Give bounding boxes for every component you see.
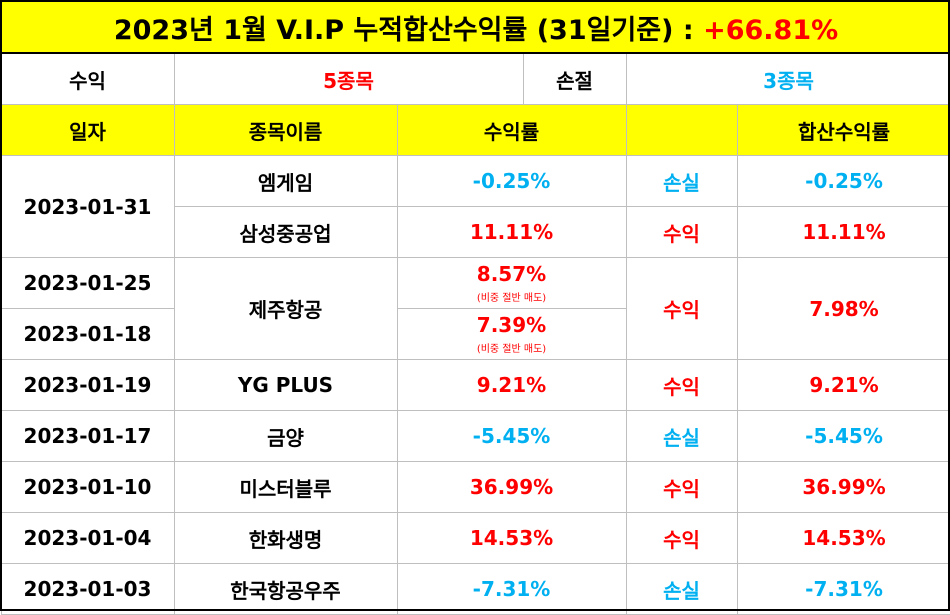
table-row: 2023-01-10 미스터블루 36.99% 수익 36.99% (0, 461, 950, 513)
table-row: 2023-01-25 제주항공 8.57% (비중 절반 매도) 수익 7.98… (0, 257, 950, 360)
combined-cell: 9.21% (736, 359, 950, 411)
return-cell: 9.21% (396, 359, 627, 411)
profit-count: 5종목 (173, 52, 524, 105)
combined-cell: -7.31% (736, 563, 950, 615)
return-cell: -5.45% (396, 410, 627, 462)
return-cell: 7.39% (비중 절반 매도) (396, 308, 627, 360)
result-cell: 수익 (625, 461, 738, 513)
stock-name-cell: 한국항공우주 (173, 563, 398, 615)
return-cell: -7.31% (396, 563, 627, 615)
return-note: (비중 절반 매도) (476, 344, 547, 355)
return-cell: 36.99% (396, 461, 627, 513)
profit-label: 수익 (0, 52, 175, 105)
date-cell: 2023-01-03 (0, 563, 175, 615)
table-row: 2023-01-31 엠게임 -0.25% 손실 -0.25% (0, 155, 950, 258)
return-value: 7.39% (476, 313, 547, 337)
header-combined: 합산수익률 (736, 104, 950, 156)
stock-name-cell: 엠게임 (173, 155, 398, 207)
table-row: 2023-01-19 YG PLUS 9.21% 수익 9.21% (0, 359, 950, 411)
stock-name-cell: YG PLUS (173, 359, 398, 411)
return-value: 8.57% (476, 262, 547, 286)
table-row: 2023-01-18 7.39% (비중 절반 매도) (0, 308, 950, 360)
header-return: 수익률 (396, 104, 627, 156)
return-cell: 8.57% (비중 절반 매도) (396, 257, 627, 309)
combined-cell: 14.53% (736, 512, 950, 564)
table-row: 삼성중공업 11.11% 수익 11.11% (1, 206, 950, 258)
result-cell: 수익 (625, 512, 738, 564)
header-result (625, 104, 738, 156)
stock-name-cell: 미스터블루 (173, 461, 398, 513)
return-note: (비중 절반 매도) (476, 293, 547, 304)
total-return: +66.81% (703, 14, 839, 46)
date-cell: 2023-01-19 (0, 359, 175, 411)
table-row: 2023-01-04 한화생명 14.53% 수익 14.53% (0, 512, 950, 564)
header-date: 일자 (0, 104, 175, 156)
stock-name-cell: 한화생명 (173, 512, 398, 564)
date-cell: 2023-01-18 (0, 308, 175, 360)
page-title: 2023년 1월 V.I.P 누적합산수익률 (31일기준) : +66.81% (0, 0, 950, 54)
date-cell: 2023-01-17 (0, 410, 175, 462)
date-cell: 2023-01-31 (0, 155, 175, 258)
title-text: 2023년 1월 V.I.P 누적합산수익률 (31일기준) : (113, 14, 704, 46)
result-cell: 손실 (625, 563, 738, 615)
result-cell: 손실 (625, 410, 738, 462)
loss-label: 손절 (522, 52, 627, 105)
result-cell: 수익 (625, 257, 738, 360)
stock-name-cell: 제주항공 (173, 257, 398, 360)
combined-cell: 11.11% (736, 206, 950, 258)
header-name: 종목이름 (173, 104, 398, 156)
combined-cell: -5.45% (736, 410, 950, 462)
result-cell: 수익 (625, 206, 738, 258)
return-cell: 11.11% (396, 206, 627, 258)
table-row: 2023-01-17 금양 -5.45% 손실 -5.45% (0, 410, 950, 462)
combined-cell: 36.99% (736, 461, 950, 513)
loss-count: 3종목 (625, 52, 950, 105)
date-cell: 2023-01-10 (0, 461, 175, 513)
stock-name-cell: 삼성중공업 (173, 206, 398, 258)
table-row: 2023-01-03 한국항공우주 -7.31% 손실 -7.31% (0, 563, 950, 615)
summary-row: 수익 5종목 손절 3종목 (0, 52, 950, 105)
combined-cell: -0.25% (736, 155, 950, 207)
result-cell: 수익 (625, 359, 738, 411)
stock-name-cell: 금양 (173, 410, 398, 462)
date-cell: 2023-01-04 (0, 512, 175, 564)
header-row: 일자 종목이름 수익률 합산수익률 (0, 104, 950, 156)
combined-cell: 7.98% (736, 257, 950, 360)
result-cell: 손실 (625, 155, 738, 207)
return-cell: 14.53% (396, 512, 627, 564)
date-cell: 2023-01-25 (0, 257, 175, 309)
return-cell: -0.25% (396, 155, 627, 207)
